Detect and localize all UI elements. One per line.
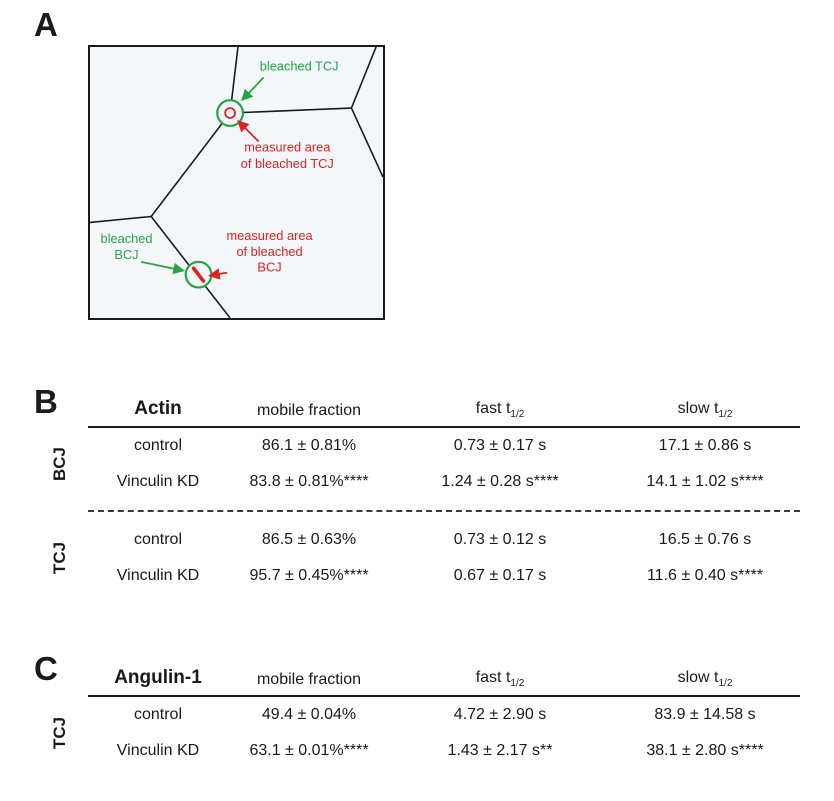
mobile-fraction-value: 49.4 ± 0.04% (261, 706, 357, 723)
fast-t-half-value: 4.72 ± 2.90 s (453, 706, 547, 723)
measured-tcj-arrow (237, 120, 260, 143)
slow-t-half-value: 83.9 ± 14.58 s (654, 706, 756, 723)
table-row: control 49.4 ± 0.04% 4.72 ± 2.90 s 83.9 … (88, 697, 800, 733)
header-rule (88, 695, 800, 697)
mobile-fraction-value: 86.1 ± 0.81% (261, 437, 357, 454)
mobile-fraction-value: 83.8 ± 0.81%**** (249, 473, 369, 490)
mobile-fraction-value: 95.7 ± 0.45%**** (249, 567, 369, 584)
measured-bcj-label-2: of bleached (236, 244, 302, 259)
measured-tcj-circle (224, 107, 236, 119)
bleached-tcj-label: bleached TCJ (260, 59, 339, 74)
fast-t-half-value: 1.24 ± 0.28 s**** (441, 473, 559, 490)
actin-table: Actin mobile fraction fast t1/2 slow t1/… (88, 386, 800, 594)
bleached-bcj-arrow (141, 260, 185, 275)
column-header-mobile-fraction: mobile fraction (256, 402, 362, 419)
table-row: Vinculin KD 95.7 ± 0.45%**** 0.67 ± 0.17… (88, 558, 800, 594)
table-title: Angulin-1 (114, 667, 202, 688)
slow-t-half-value: 38.1 ± 2.80 s**** (646, 742, 764, 759)
panel-a-label: A (34, 6, 58, 43)
fast-t-half-value: 0.67 ± 0.17 s (453, 567, 547, 584)
bleached-tcj-arrow (241, 76, 265, 102)
measured-bcj-arrow (208, 268, 228, 280)
column-header-fast-t-half: fast t1/2 (475, 668, 525, 689)
actin-table-header: Actin mobile fraction fast t1/2 slow t1/… (88, 386, 800, 426)
measured-bcj-label-3: BCJ (257, 260, 281, 275)
panel-c-label: C (34, 650, 58, 687)
mobile-fraction-value: 86.5 ± 0.63% (261, 531, 357, 548)
table-title: Actin (134, 398, 182, 419)
group-label-bcj: BCJ (50, 447, 69, 482)
bleached-bcj-label-2: BCJ (114, 247, 138, 262)
measured-bcj-label-1: measured area (226, 228, 313, 243)
group-label-tcj-c: TCJ (50, 716, 69, 750)
group-divider-dashed (88, 510, 800, 512)
angulin-table: Angulin-1 mobile fraction fast t1/2 slow… (88, 655, 800, 769)
fast-t-half-value: 1.43 ± 2.17 s** (447, 742, 553, 759)
row-name: Vinculin KD (116, 473, 200, 490)
measured-tcj-label-1: measured area (244, 139, 331, 154)
mobile-fraction-value: 63.1 ± 0.01%**** (249, 742, 369, 759)
fast-t-half-value: 0.73 ± 0.12 s (453, 531, 547, 548)
column-header-mobile-fraction: mobile fraction (256, 671, 362, 688)
slow-t-half-value: 17.1 ± 0.86 s (658, 437, 752, 454)
column-header-slow-t-half: slow t1/2 (677, 668, 733, 689)
measured-bcj-segment (191, 266, 206, 283)
panel-b-label: B (34, 383, 58, 420)
table-row: control 86.5 ± 0.63% 0.73 ± 0.12 s 16.5 … (88, 522, 800, 558)
cell-diagram: bleached TCJ measured area of bleached T… (88, 45, 385, 320)
slow-t-half-value: 14.1 ± 1.02 s**** (646, 473, 764, 490)
slow-t-half-value: 16.5 ± 0.76 s (658, 531, 752, 548)
measured-tcj-label-2: of bleached TCJ (241, 156, 334, 171)
fast-t-half-value: 0.73 ± 0.17 s (453, 437, 547, 454)
row-name: control (133, 706, 183, 723)
bleached-bcj-label-1: bleached (101, 231, 153, 246)
row-name: Vinculin KD (116, 567, 200, 584)
angulin-table-header: Angulin-1 mobile fraction fast t1/2 slow… (88, 655, 800, 695)
column-header-slow-t-half: slow t1/2 (677, 399, 733, 420)
cell-boundaries (90, 47, 383, 318)
column-header-fast-t-half: fast t1/2 (475, 399, 525, 420)
table-row: Vinculin KD 63.1 ± 0.01%**** 1.43 ± 2.17… (88, 733, 800, 769)
table-row: control 86.1 ± 0.81% 0.73 ± 0.17 s 17.1 … (88, 428, 800, 464)
row-name: control (133, 437, 183, 454)
slow-t-half-value: 11.6 ± 0.40 s**** (646, 567, 764, 584)
group-label-tcj-b: TCJ (50, 541, 69, 575)
cell-diagram-svg: bleached TCJ measured area of bleached T… (90, 47, 383, 318)
bleached-tcj-circle (216, 99, 244, 127)
table-row: Vinculin KD 83.8 ± 0.81%**** 1.24 ± 0.28… (88, 464, 800, 500)
row-name: control (133, 531, 183, 548)
header-rule (88, 426, 800, 428)
row-name: Vinculin KD (116, 742, 200, 759)
